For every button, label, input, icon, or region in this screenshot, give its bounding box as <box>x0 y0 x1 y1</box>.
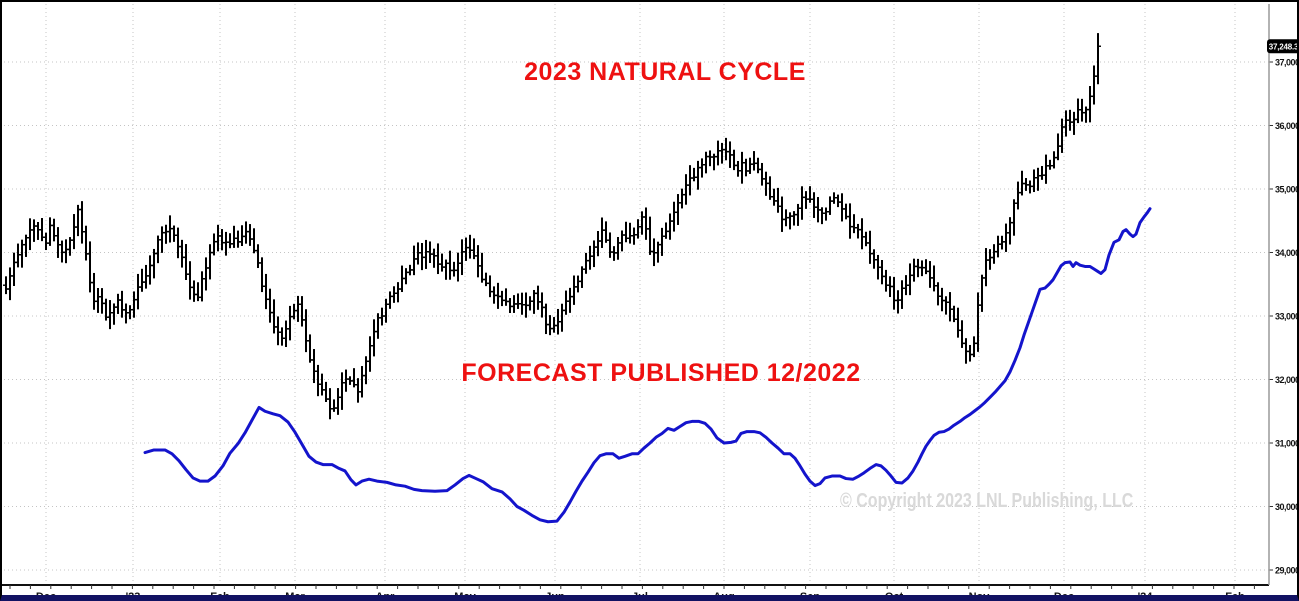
svg-text:37,248.3: 37,248.3 <box>1269 42 1299 51</box>
y-axis-label: 36,000 <box>1275 121 1299 131</box>
x-axis-label: '23 <box>126 591 141 601</box>
forecast-line <box>143 207 1152 524</box>
cycle-title: 2023 NATURAL CYCLE <box>524 58 806 86</box>
x-axis-label: Mar <box>285 591 305 601</box>
x-axis-label: '24 <box>1138 591 1154 601</box>
x-axis-label: Dec <box>36 591 56 601</box>
x-axis-label: Aug <box>713 591 734 601</box>
y-axis-label: 34,000 <box>1275 248 1299 258</box>
x-axis-label: Apr <box>376 591 396 601</box>
x-axis-label: Feb <box>210 591 230 601</box>
x-axis-minor-ticks <box>9 585 1255 589</box>
y-axis-label: 32,000 <box>1275 375 1299 385</box>
x-axis-label: Dec <box>1054 591 1074 601</box>
x-axis-label: May <box>454 591 476 601</box>
last-price-tag: 37,248.3 <box>1267 39 1299 54</box>
y-axis-label: 35,000 <box>1275 185 1299 195</box>
copyright-watermark: © Copyright 2023 LNL Publishing, LLC <box>840 490 1134 512</box>
y-axis-label: 30,000 <box>1275 502 1299 512</box>
price-bars-series <box>3 33 1101 420</box>
y-axis-label: 29,000 <box>1275 566 1299 576</box>
horizontal-gridlines-and-y-labels: 37,000 36,000 35,000 34,000 33,000 32,000 31,0… <box>4 58 1299 576</box>
x-axis-label: Oct <box>885 591 904 601</box>
x-axis-label: Nov <box>969 591 991 601</box>
x-axis-label: Feb <box>1225 591 1245 601</box>
x-axis-label: Jun <box>545 591 565 601</box>
x-axis-label: Sep <box>800 591 820 601</box>
y-axis-label: 33,000 <box>1275 312 1299 322</box>
y-axis-label: 31,000 <box>1275 439 1299 449</box>
x-axis-labels: Dec '23 Feb Mar Apr May Jun Jul Aug Sep Oct Nov Dec '… <box>36 591 1245 601</box>
vertical-gridlines <box>45 4 1236 585</box>
forecast-note: FORECAST PUBLISHED 12/2022 <box>461 359 861 387</box>
x-axis-label: Jul <box>632 591 648 601</box>
y-axis-label: 37,000 <box>1275 58 1299 68</box>
